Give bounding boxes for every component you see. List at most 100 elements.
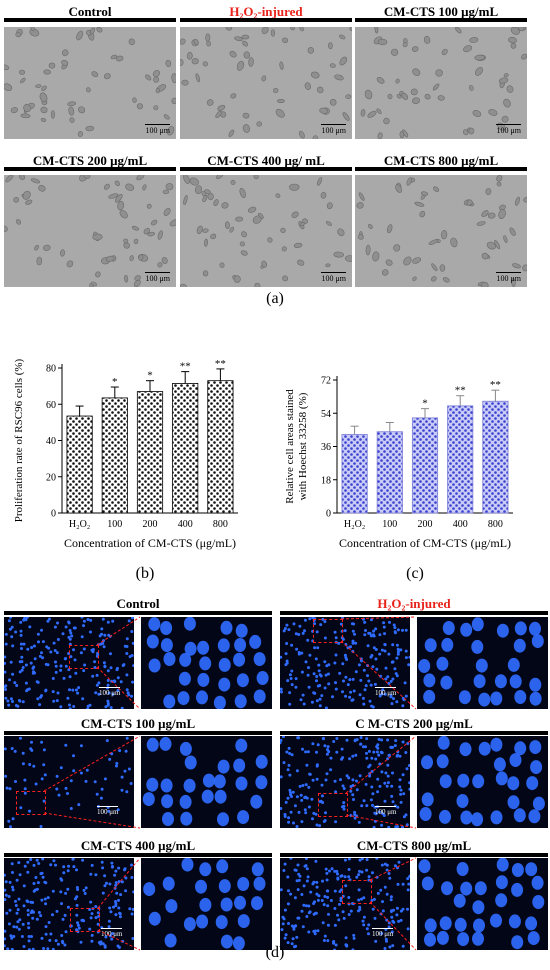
y-tick-label: 72 [321,376,331,387]
x-tick-label: 800 [213,519,228,530]
y-tick-label: 36 [321,442,331,453]
bar [447,405,474,514]
bar [136,391,164,514]
fluorescence-title: CM-CTS 800 μg/mL [356,838,472,853]
region-of-interest [342,880,372,904]
title-rule [355,18,527,22]
scale-bar: 100 μm [101,928,123,938]
x-tick-label: 200 [418,519,433,530]
region-of-interest [70,908,100,932]
bar [66,415,93,514]
region-of-interest [16,791,46,815]
significance-mark: ** [215,358,226,370]
brightfield-image: 100 μm [4,27,176,139]
fluorescence-zoom [417,736,548,828]
y-tick-label: 18 [321,475,331,486]
x-tick-label: 800 [488,519,503,530]
y-tick-label: 20 [46,472,56,483]
title-rule [180,18,352,22]
fluorescence-zoom [141,858,272,950]
scale-bar: 100 μm [496,271,521,283]
y-axis-label: Proliferation rate of RSC96 cells (%) [13,358,25,522]
scale-bar: 100 μm [97,806,119,816]
bar [411,417,439,514]
title-rule [280,731,548,735]
x-tick-label: H₂O₂ [69,519,90,530]
panel-b-chart: 0 20 40 60 80 H₂O₂ * 100 * 200 ** 400 ** 800 Concentra… [0,330,275,555]
bar [341,434,368,514]
scale-bar: 100 μm [375,687,397,697]
chart-c-svg: 0 18 36 54 72 H₂O₂ 100 * 200 ** 400 ** 800 Concentrat… [284,376,513,550]
fluorescence-title: CM-CTS 100 μg/mL [80,716,196,731]
y-tick-label: 60 [46,400,56,411]
fluorescence-zoom [141,617,272,709]
significance-mark: * [147,370,153,382]
scale-bar: 100 μm [99,687,121,697]
fluorescence-title: Control [116,596,160,611]
region-of-interest [318,793,348,817]
panel-a-label: (a) [266,290,284,307]
fluorescence-overview: 100 μm [4,858,134,950]
fluorescence-title: C M-CTS 200 μg/mL [355,716,473,731]
bar [482,400,509,514]
chart-b-svg: 0 20 40 60 80 H₂O₂ * 100 * 200 ** 400 ** 800 Concentra… [13,358,238,550]
brightfield-title: CM-CTS 200 μg/mL [32,153,148,168]
x-axis-label: Concentration of CM-CTS (μg/mL) [64,536,236,550]
title-rule [4,167,176,171]
significance-mark: ** [180,361,191,373]
title-rule [4,18,176,22]
significance-mark: ** [455,385,466,397]
scale-bar: 100 μm [321,271,346,283]
scale-bar: 100 μm [145,123,170,135]
brightfield-title: H₂O₂-injured [229,4,303,19]
significance-mark: ** [490,379,501,391]
y-tick-label: 80 [46,364,56,375]
scale-bar: 100 μm [496,123,521,135]
x-tick-label: 400 [178,519,193,530]
title-rule [4,611,272,615]
brightfield-image: 100 μm [355,27,527,139]
brightfield-image: 100 μm [180,175,352,287]
fluorescence-title: H₂O₂-injured [377,596,451,611]
y-tick-label: 54 [321,409,331,420]
panel-c-chart: 0 18 36 54 72 H₂O₂ 100 * 200 ** 400 ** 800 Concentrat… [275,330,550,555]
fluorescence-zoom [417,858,548,950]
y-tick-label: 0 [326,509,331,520]
title-rule [280,611,548,615]
bar [172,383,199,514]
fluorescence-title: CM-CTS 400 μg/mL [80,838,196,853]
title-rule [4,731,272,735]
panel-b-label: (b) [135,565,155,582]
brightfield-image: 100 μm [4,175,176,287]
fluorescence-zoom [141,736,272,828]
x-tick-label: H₂O₂ [344,519,365,530]
region-of-interest [69,645,99,669]
fluorescence-zoom [417,617,548,709]
fluorescence-overview: 100 μm [4,617,134,709]
x-tick-label: 100 [382,519,397,530]
brightfield-image: 100 μm [355,175,527,287]
y-axis-label: with Hoechst 33258 (%) [297,392,309,500]
x-tick-label: 200 [143,519,158,530]
title-rule [355,167,527,171]
title-rule [180,167,352,171]
title-rule [280,853,548,857]
y-tick-label: 40 [46,436,56,447]
panel-c-label: (c) [406,565,424,582]
bar [207,380,234,514]
fluorescence-overview: 100 μm [280,617,410,709]
significance-mark: * [422,398,428,410]
brightfield-title: CM-CTS 800 μg/mL [383,153,499,168]
scale-bar: 100 μm [321,123,346,135]
brightfield-image: 100 μm [180,27,352,139]
scale-bar: 100 μm [372,928,394,938]
panel-d-label: (d) [265,944,285,961]
scale-bar: 100 μm [375,806,397,816]
significance-mark: * [112,376,118,388]
y-axis-label: Relative cell areas stained [284,389,296,504]
brightfield-title: CM-CTS 400 μg/ mL [207,153,325,168]
x-axis-label: Concentration of CM-CTS (μg/mL) [339,536,511,550]
x-tick-label: 400 [453,519,468,530]
brightfield-title: CM-CTS 100 μg/mL [383,4,499,19]
region-of-interest [313,619,343,643]
